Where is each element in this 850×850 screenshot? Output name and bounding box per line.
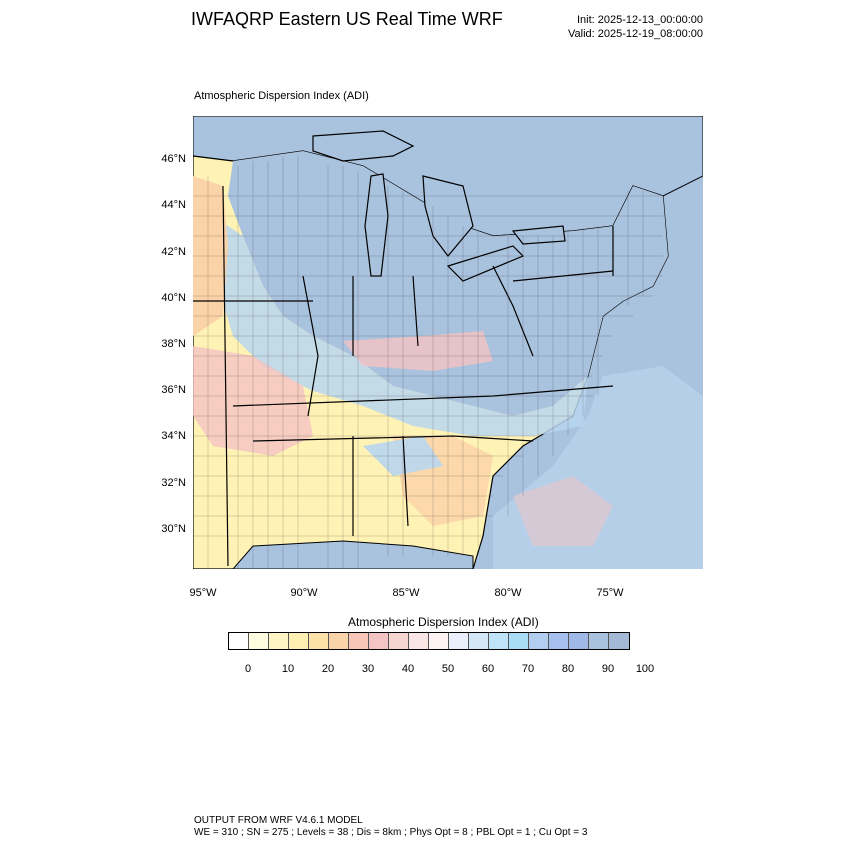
colorbar-label-10: 10 bbox=[281, 663, 295, 675]
lat-label-40: 40°N bbox=[161, 292, 186, 304]
colorbar-swatch bbox=[589, 633, 609, 649]
lat-label-34: 34°N bbox=[161, 430, 186, 442]
colorbar-label-0: 0 bbox=[244, 663, 252, 675]
county-grid bbox=[193, 156, 663, 569]
county-lines-vertical bbox=[207, 156, 644, 569]
lat-label-30: 30°N bbox=[161, 523, 186, 535]
colorbar-swatch bbox=[389, 633, 409, 649]
state-line-al-ga bbox=[402, 435, 409, 527]
colorbar-swatch bbox=[489, 633, 509, 649]
init-valid-times: Init: 2025-12-13_00:00:00 Valid: 2025-12… bbox=[540, 13, 703, 41]
lat-label-36: 36°N bbox=[161, 384, 186, 396]
lat-label-38: 38°N bbox=[161, 338, 186, 350]
colorbar-swatch bbox=[329, 633, 349, 649]
offshore-pink-area bbox=[513, 476, 613, 546]
lake-ontario bbox=[511, 225, 566, 245]
lon-label-80: 80°W bbox=[494, 587, 522, 599]
colorbar-label-20: 20 bbox=[321, 663, 335, 675]
ohio-valley-low-adi-area bbox=[343, 331, 493, 371]
colorbar-swatch bbox=[409, 633, 429, 649]
colorbar-swatch bbox=[429, 633, 449, 649]
colorbar-swatch bbox=[569, 633, 589, 649]
valid-time: Valid: 2025-12-19_08:00:00 bbox=[568, 28, 703, 40]
lon-label-95: 95°W bbox=[189, 587, 217, 599]
colorbar-swatch bbox=[609, 633, 629, 649]
colorbar-swatch bbox=[249, 633, 269, 649]
colorbar-swatch bbox=[509, 633, 529, 649]
colorbar-label-50: 50 bbox=[441, 663, 455, 675]
colorbar-label-100: 100 bbox=[635, 663, 655, 675]
lat-label-46: 46°N bbox=[161, 153, 186, 165]
init-time: Init: 2025-12-13_00:00:00 bbox=[577, 14, 703, 26]
mid-adi-band bbox=[213, 216, 588, 436]
colorbar-label-70: 70 bbox=[521, 663, 535, 675]
colorbar-label-80: 80 bbox=[561, 663, 575, 675]
footer-model-line: OUTPUT FROM WRF V4.6.1 MODEL bbox=[194, 815, 363, 826]
colorbar-swatch bbox=[309, 633, 329, 649]
footer: OUTPUT FROM WRF V4.6.1 MODEL WE = 310 ; … bbox=[194, 815, 587, 839]
colorbar-label-90: 90 bbox=[601, 663, 615, 675]
lon-label-75: 75°W bbox=[596, 587, 624, 599]
lat-label-32: 32°N bbox=[161, 477, 186, 489]
colorbar bbox=[228, 632, 630, 650]
lon-label-90: 90°W bbox=[290, 587, 318, 599]
lon-label-85: 85°W bbox=[392, 587, 420, 599]
lat-label-44: 44°N bbox=[161, 199, 186, 211]
colorbar-label-40: 40 bbox=[401, 663, 415, 675]
colorbar-swatch bbox=[289, 633, 309, 649]
state-line-oh-in bbox=[412, 275, 419, 347]
footer-config-line: WE = 310 ; SN = 275 ; Levels = 38 ; Dis … bbox=[194, 827, 588, 838]
colorbar-swatch bbox=[229, 633, 249, 649]
lake-superior bbox=[312, 130, 415, 162]
colorbar-swatch bbox=[449, 633, 469, 649]
colorbar-swatch bbox=[369, 633, 389, 649]
colorbar-label-30: 30 bbox=[361, 663, 375, 675]
colorbar-swatch bbox=[349, 633, 369, 649]
colorbar-swatch bbox=[529, 633, 549, 649]
legend-title: Atmospheric Dispersion Index (ADI) bbox=[348, 615, 539, 629]
colorbar-label-60: 60 bbox=[481, 663, 495, 675]
colorbar-swatch bbox=[549, 633, 569, 649]
colorbar-swatch bbox=[469, 633, 489, 649]
lat-label-42: 42°N bbox=[161, 246, 186, 258]
adi-map bbox=[193, 116, 703, 569]
colorbar-swatch bbox=[269, 633, 289, 649]
plot-title: Atmospheric Dispersion Index (ADI) bbox=[194, 90, 369, 102]
state-line-wv-pa bbox=[492, 265, 534, 357]
main-title: IWFAQRP Eastern US Real Time WRF bbox=[191, 9, 503, 29]
